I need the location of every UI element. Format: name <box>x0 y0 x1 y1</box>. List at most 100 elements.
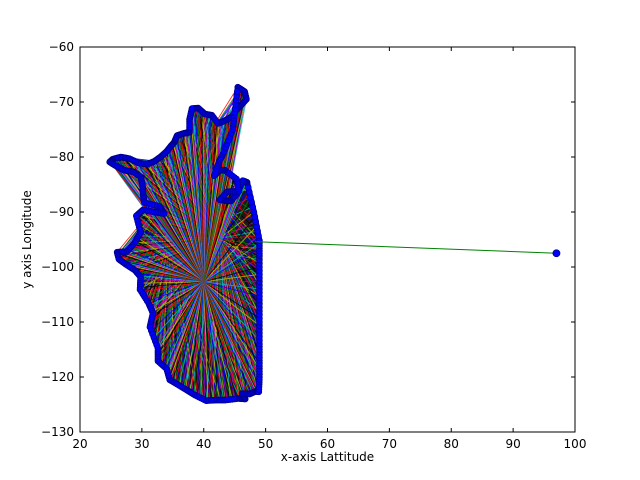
spoke-line <box>203 281 260 369</box>
outlier-line <box>256 241 557 254</box>
spoke-line <box>144 281 204 297</box>
spoke-line <box>203 281 215 401</box>
x-axis-ticks: 20 30 40 50 60 70 80 90 100 <box>72 47 586 451</box>
x-tick-label: 70 <box>382 437 397 451</box>
spoke-line <box>139 275 204 283</box>
boundary-markers <box>106 83 263 404</box>
y-axis-label: y axis Longitude <box>20 190 34 288</box>
spoke-line <box>219 238 260 272</box>
spoke-line <box>203 216 256 283</box>
spoke-line <box>203 281 260 334</box>
x-tick-label: 80 <box>444 437 459 451</box>
x-tick-label: 60 <box>320 437 335 451</box>
x-tick-label: 50 <box>258 437 273 451</box>
y-tick-label: −100 <box>41 260 74 274</box>
spoke-line <box>203 196 251 283</box>
spoke-line <box>219 238 260 279</box>
spoke-line <box>170 281 205 381</box>
spoke-line <box>203 281 212 401</box>
spoke-line <box>203 281 260 375</box>
y-axis-ticks: −130 −120 −110 −100 −90 −80 −70 −60 <box>41 40 575 439</box>
spoke-line <box>173 281 205 383</box>
spoke-line <box>203 281 260 348</box>
spoke-line <box>203 281 225 401</box>
y-tick-label: −120 <box>41 370 74 384</box>
spoke-line <box>140 281 204 288</box>
spoke-line <box>203 247 260 283</box>
spoke-line <box>139 233 205 283</box>
spoke-line <box>140 281 204 284</box>
y-tick-label: −110 <box>41 315 74 329</box>
spoke-line <box>203 281 260 297</box>
spoke-line <box>151 281 205 321</box>
x-axis-label: x-axis Lattitude <box>281 450 374 464</box>
spoke-line <box>203 266 260 283</box>
spoke-line <box>203 253 260 283</box>
x-tick-label: 40 <box>196 437 211 451</box>
x-tick-label: 20 <box>72 437 87 451</box>
spoke-line <box>203 281 260 319</box>
spoke-line <box>135 240 204 283</box>
spoke-line <box>187 281 205 392</box>
spoke-line <box>219 211 255 239</box>
spoke-line <box>181 281 205 388</box>
spoke-line <box>175 281 205 384</box>
spoke-line <box>203 281 205 400</box>
spoke-line <box>219 238 260 315</box>
spoke-line <box>141 281 204 293</box>
spoke-line <box>138 223 205 283</box>
spoke-line <box>203 281 260 341</box>
spoke-line <box>150 281 205 331</box>
spoke-line <box>203 281 260 327</box>
spoke-line <box>203 281 229 400</box>
spoke-line <box>203 187 249 283</box>
spoke-line <box>203 281 260 364</box>
spoke-line <box>203 281 260 359</box>
y-tick-label: −130 <box>41 425 74 439</box>
x-tick-label: 100 <box>564 437 587 451</box>
spoke-line <box>203 281 260 380</box>
spoke-line <box>153 281 205 338</box>
spoke-line <box>157 281 205 360</box>
spoke-line <box>149 281 204 306</box>
x-tick-label: 30 <box>134 437 149 451</box>
spoke-line <box>203 281 222 401</box>
spoke-line <box>164 281 205 368</box>
spoke-line <box>203 281 209 401</box>
spoke-line <box>147 281 204 302</box>
spoke-line <box>178 281 205 386</box>
spoke-line <box>190 281 205 393</box>
spoke-line <box>133 243 204 283</box>
spoke-line <box>161 281 205 366</box>
spoke-line <box>203 242 260 283</box>
spoke-line <box>141 210 205 283</box>
spoke-line <box>203 281 260 290</box>
spoke-line <box>200 281 205 398</box>
spoke-line <box>152 281 204 312</box>
spoke-line <box>203 259 260 283</box>
y-tick-label: −80 <box>49 150 74 164</box>
spoke-line <box>150 281 204 309</box>
y-tick-label: −90 <box>49 205 74 219</box>
spoke-line <box>140 278 204 283</box>
spoke-line <box>219 238 260 286</box>
boundary-point <box>233 88 241 95</box>
spoke-line <box>159 281 205 363</box>
spoke-line <box>219 238 260 301</box>
spoke-line <box>150 281 205 326</box>
spoke-line <box>203 281 238 399</box>
spoke-line <box>139 229 205 283</box>
spoke-line <box>203 225 257 283</box>
spoke-line <box>203 281 219 401</box>
spoke-line <box>203 206 254 283</box>
spoke-line <box>152 281 204 316</box>
spoke-line <box>156 281 205 346</box>
spoke-line <box>136 218 205 283</box>
y-tick-label: −70 <box>49 95 74 109</box>
spoke-line <box>193 281 205 395</box>
spoke-line <box>203 235 259 283</box>
x-tick-label: 90 <box>505 437 520 451</box>
spoke-line <box>219 238 260 264</box>
spoke-line <box>130 246 204 283</box>
spoke-line <box>137 237 205 283</box>
